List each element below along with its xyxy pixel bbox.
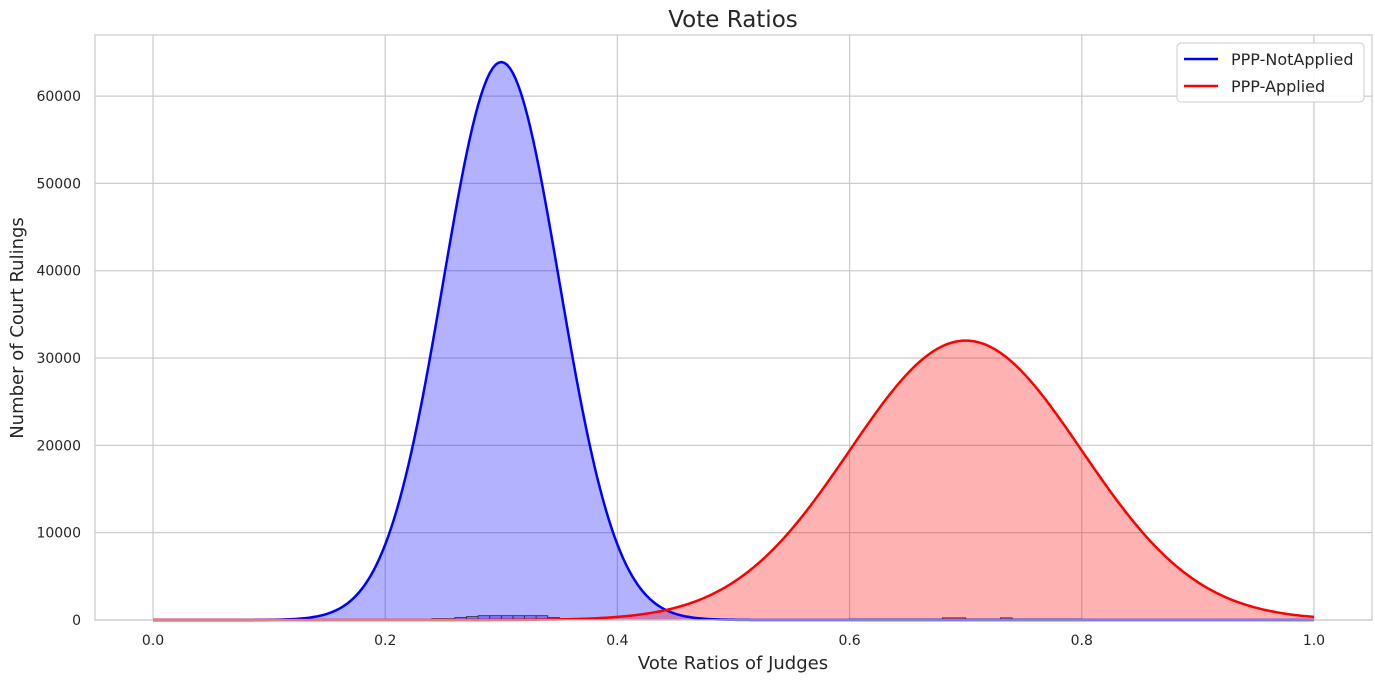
y-tick-label: 10000 <box>36 526 81 542</box>
y-tick-label: 0 <box>72 613 81 629</box>
legend: PPP-NotApplied PPP-Applied <box>1176 42 1365 103</box>
x-tick-label: 1.0 <box>1303 633 1325 649</box>
legend-label-ppp-notapplied: PPP-NotApplied <box>1231 50 1354 69</box>
chart-title: Vote Ratios <box>668 7 798 33</box>
area-fill-ppp-notapplied <box>153 62 1314 620</box>
x-tick-labels: 0.0 0.2 0.4 0.6 0.8 1.0 <box>142 633 1325 649</box>
x-tick-label: 0.0 <box>142 633 164 649</box>
y-tick-label: 30000 <box>36 351 81 367</box>
x-tick-label: 0.6 <box>838 633 860 649</box>
y-tick-labels: 0 10000 20000 30000 40000 50000 60000 <box>36 89 81 629</box>
legend-label-ppp-applied: PPP-Applied <box>1231 77 1325 96</box>
plot-frame <box>94 34 1373 621</box>
y-tick-label: 20000 <box>36 438 81 454</box>
y-tick-label: 50000 <box>36 176 81 192</box>
x-tick-label: 0.8 <box>1071 633 1093 649</box>
y-tick-label: 60000 <box>36 89 81 105</box>
y-axis-label: Number of Court Rulings <box>7 217 28 439</box>
x-axis-label: Vote Ratios of Judges <box>638 653 828 674</box>
y-tick-label: 40000 <box>36 264 81 280</box>
x-tick-label: 0.2 <box>374 633 396 649</box>
legend-box <box>1176 42 1365 103</box>
grid <box>95 35 1372 621</box>
area-fill-ppp-applied <box>153 340 1314 620</box>
x-tick-label: 0.4 <box>606 633 628 649</box>
series-fills <box>153 62 1314 620</box>
